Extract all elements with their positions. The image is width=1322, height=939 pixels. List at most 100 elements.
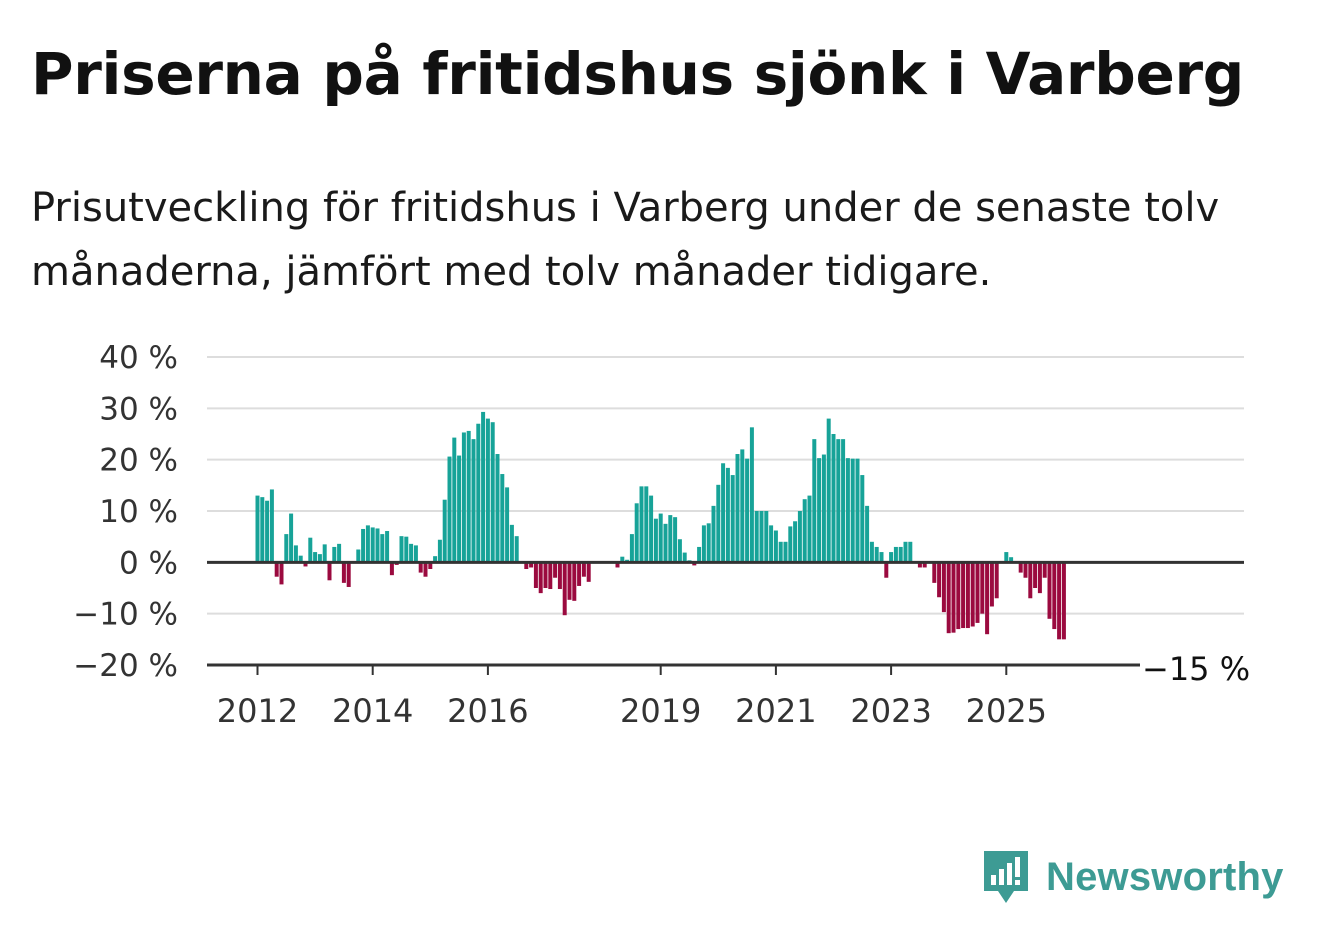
bar (673, 517, 678, 563)
bar (346, 562, 351, 587)
bar (980, 562, 985, 614)
bar (581, 562, 586, 577)
bar (764, 511, 769, 563)
last-value-label: −15 % (1142, 650, 1250, 688)
bar (879, 552, 884, 563)
bar (692, 562, 697, 566)
bar (865, 505, 870, 563)
bar (361, 528, 366, 563)
x-tick-label: 2025 (966, 692, 1047, 730)
bar (274, 562, 279, 577)
bar (260, 497, 265, 563)
bar (855, 458, 860, 563)
bar (754, 511, 759, 563)
bar (845, 458, 850, 563)
bar (961, 562, 966, 629)
bar (418, 562, 423, 573)
bar (557, 562, 562, 590)
x-tick-label: 2023 (850, 692, 931, 730)
bar (327, 562, 332, 581)
bar (265, 500, 270, 563)
bar (644, 486, 649, 563)
bar (706, 523, 711, 563)
bar (1023, 562, 1028, 578)
bar (668, 515, 673, 563)
x-tick-label: 2021 (735, 692, 816, 730)
bar (663, 523, 668, 563)
bar (466, 430, 471, 563)
bar (529, 562, 534, 568)
chart-title: Priserna på fritidshus sjönk i Varberg (31, 40, 1245, 108)
bar (562, 562, 567, 616)
bar (941, 562, 946, 613)
bar (649, 495, 654, 563)
y-tick-label: 40 % (99, 340, 178, 376)
y-tick-label: 10 % (99, 494, 178, 530)
bar (409, 543, 414, 563)
bar (951, 562, 956, 633)
bar (922, 562, 927, 568)
bar (524, 562, 529, 570)
bar (572, 562, 577, 601)
bar (298, 555, 303, 563)
bar (380, 534, 385, 563)
bar (793, 521, 798, 563)
grid-lines (207, 356, 1244, 615)
bar (399, 536, 404, 563)
bar (317, 554, 322, 563)
bar (548, 562, 553, 590)
bar (1028, 562, 1033, 599)
bar (577, 562, 582, 586)
brand-logo: Newsworthy (980, 845, 1284, 909)
y-axis-tick-labels: 40 % 30 % 20 % 10 % 0 % −10 % −20 % (73, 340, 178, 684)
bar (356, 549, 361, 563)
bar (836, 439, 841, 563)
bar (404, 536, 409, 563)
bar (898, 546, 903, 563)
bar (956, 562, 961, 630)
bar (634, 503, 639, 563)
bar (457, 455, 462, 563)
bar (370, 527, 375, 563)
bar (850, 458, 855, 563)
x-tick-label: 2019 (620, 692, 701, 730)
bar (730, 475, 735, 563)
bar (653, 518, 658, 563)
bar (428, 562, 433, 570)
bar (1009, 557, 1014, 563)
bar (817, 458, 822, 563)
bar (677, 539, 682, 563)
bar (509, 524, 514, 563)
bar (802, 499, 807, 563)
bar (375, 528, 380, 563)
bar (903, 541, 908, 563)
bar (937, 562, 942, 598)
bar (423, 562, 428, 577)
bar (860, 475, 865, 563)
bar (1052, 562, 1057, 630)
bar (538, 562, 543, 594)
bar (505, 487, 510, 563)
bar (1033, 562, 1038, 588)
bar (769, 525, 774, 563)
bar (778, 541, 783, 563)
bar (452, 437, 457, 563)
bar (783, 541, 788, 563)
bar (337, 543, 342, 563)
bar (697, 546, 702, 563)
bar (322, 544, 327, 563)
bar (701, 525, 706, 563)
bar (284, 534, 289, 563)
bar (874, 546, 879, 563)
bar (1061, 562, 1066, 640)
bar (812, 439, 817, 563)
y-tick-label: 20 % (99, 443, 178, 479)
bar (447, 456, 452, 563)
bar (826, 418, 831, 563)
bar (759, 511, 764, 563)
bar (615, 562, 620, 568)
x-tick-label: 2014 (332, 692, 413, 730)
bar (985, 562, 990, 635)
bar (869, 541, 874, 563)
y-tick-label: 30 % (99, 391, 178, 427)
